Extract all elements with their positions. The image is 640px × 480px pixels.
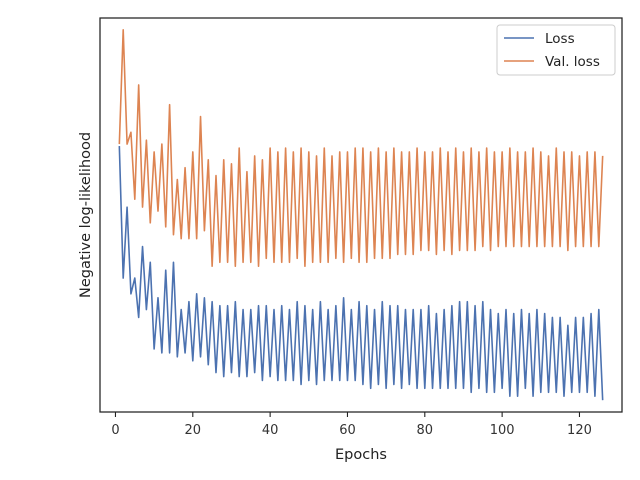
x-ticks: 0 20 40 60 80 100 120: [111, 412, 592, 438]
plot-frame: [99, 17, 623, 413]
x-tick-label: 80: [417, 423, 434, 438]
x-tick-label: 100: [490, 423, 515, 438]
legend-label-val-loss: Val. loss: [545, 54, 600, 70]
x-tick-label: 60: [339, 423, 356, 438]
y-axis-label: Negative log-likelihood: [78, 132, 94, 298]
legend: Loss Val. loss: [496, 24, 616, 76]
series-line-loss: [118, 146, 604, 401]
x-tick-label: 0: [111, 423, 119, 438]
x-tick-label: 120: [567, 423, 592, 438]
x-tick-label: 40: [262, 423, 279, 438]
x-tick-label: 20: [185, 423, 202, 438]
legend-label-loss: Loss: [545, 31, 575, 47]
series-layer: [118, 29, 604, 401]
series-line-val-loss: [118, 29, 604, 268]
x-axis-label: Epochs: [335, 447, 387, 463]
